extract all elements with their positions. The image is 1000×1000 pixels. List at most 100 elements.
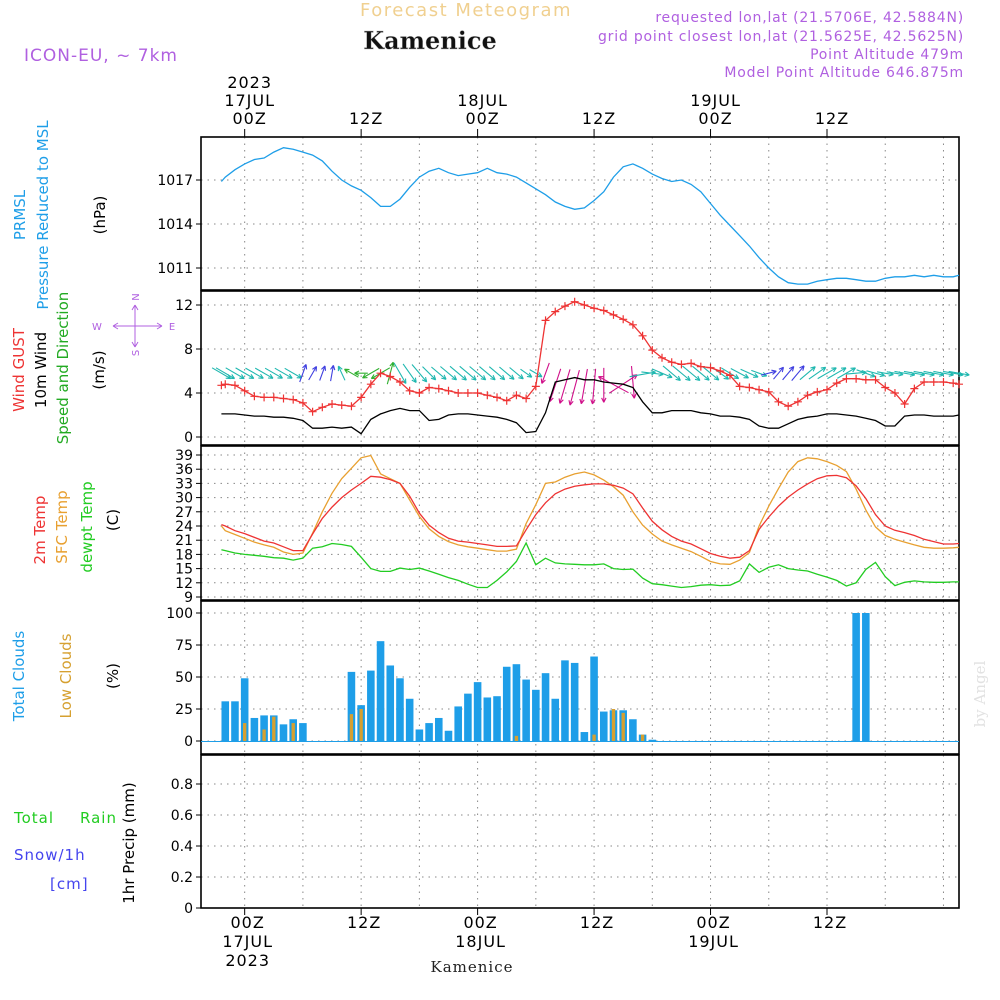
wind-arrow — [402, 363, 417, 383]
wind-gust-marker — [628, 320, 637, 329]
wind-gust-marker — [619, 315, 628, 324]
wind-gust-marker — [658, 353, 667, 362]
y-tick-label: 33 — [175, 476, 193, 492]
total-cloud-bar — [454, 706, 462, 741]
point-altitude: Point Altitude 479m — [810, 47, 964, 63]
wind-arrow — [799, 366, 816, 381]
y-tick-label: 8 — [184, 342, 193, 358]
y-tick-label: 0.4 — [171, 839, 193, 855]
wind-gust-marker — [900, 400, 909, 408]
snow-label: Snow/1h — [14, 846, 86, 864]
rain-label: Rain — [80, 809, 117, 827]
y-tick-label: 25 — [175, 702, 193, 718]
wind-gust-marker — [599, 306, 608, 315]
temp-dewpt-label: dewpt Temp — [78, 481, 96, 572]
wind-gust-marker — [415, 389, 424, 397]
wind-gust-marker — [463, 389, 472, 397]
low-clouds-label: Low Clouds — [57, 633, 75, 718]
total-cloud-bar — [648, 739, 657, 741]
total-cloud-bar — [502, 666, 511, 741]
wind-arrow — [354, 370, 368, 376]
wind-gust-marker — [920, 378, 929, 386]
requested-coords: requested lon,lat (21.5706E, 42.5884N) — [655, 10, 964, 26]
wind-arrow — [509, 367, 524, 380]
wind-gust-marker — [580, 301, 589, 309]
wind-arrow — [837, 367, 856, 379]
y-tick-label: 100 — [166, 606, 193, 622]
bottom-time-label: 17JUL — [222, 932, 273, 951]
temp-unit-label: (C) — [104, 509, 122, 531]
y-tick-label: 0 — [184, 734, 193, 750]
bottom-time-label: 12Z — [347, 913, 381, 932]
wind-arrow — [856, 369, 876, 378]
wind-gust-marker — [890, 389, 899, 397]
y-tick-label: 18 — [175, 547, 193, 563]
total-cloud-bar — [231, 701, 239, 741]
wind-gust-marker — [551, 307, 560, 316]
top-time-label: 00Z — [233, 109, 267, 128]
clouds-unit-label: (%) — [104, 663, 122, 689]
wind-arrow — [692, 365, 710, 381]
panel-frame — [200, 445, 960, 601]
wind-gust-marker — [823, 385, 832, 394]
wind-arrow — [449, 365, 467, 381]
wind-gust-marker — [328, 400, 337, 408]
wind-arrow — [827, 367, 847, 380]
top-time-label: 12Z — [582, 109, 616, 128]
y-tick-label: 1011 — [157, 261, 193, 277]
compass-rose: N S W E — [92, 293, 175, 356]
pressure-line — [220, 147, 960, 285]
wind-arrow — [362, 367, 380, 379]
low-cloud-bar — [243, 723, 247, 741]
total-cloud-bar — [512, 664, 521, 741]
wind-gust-marker — [852, 374, 861, 383]
wind-arrow — [540, 362, 550, 384]
panel-frame — [200, 754, 960, 909]
wind-gust-marker — [745, 383, 754, 392]
wind-arrow — [299, 364, 308, 383]
model-label: ICON-EU, ~ 7km — [24, 46, 178, 66]
compass-w: W — [92, 322, 102, 333]
wind-arrow — [254, 367, 274, 379]
wind-arrow — [337, 365, 346, 381]
wind-speed-dir-label: Speed and Direction — [54, 292, 72, 445]
wind-arrow — [319, 365, 327, 381]
grid-point-coords: grid point closest lon,lat (21.5625E, 42… — [598, 29, 964, 45]
wind-arrow — [235, 367, 255, 379]
wind-arrow — [791, 365, 805, 381]
total-cloud-bar — [299, 723, 307, 741]
wind-gust-marker — [318, 403, 327, 412]
temp-2m-line — [221, 474, 960, 559]
wind-labels: Wind GUST 10m Wind Speed and Direction (… — [10, 292, 175, 445]
wind-arrow — [330, 364, 336, 382]
total-cloud-bar — [464, 693, 472, 741]
y-tick-label: 15 — [175, 562, 193, 578]
total-cloud-bar — [386, 665, 395, 741]
panel-2: 0 4 8 12 — [175, 290, 960, 446]
bottom-time-label: 00Z — [696, 913, 730, 932]
wind-arrow — [479, 366, 496, 381]
wind-arrow — [651, 368, 673, 379]
low-cloud-bar — [621, 712, 625, 741]
wind-gust-marker — [590, 304, 599, 313]
wind-gust-marker — [871, 375, 880, 384]
wind-arrow — [730, 368, 749, 379]
prmsl-label: PRMSL — [11, 189, 29, 240]
wind-gust-marker — [230, 381, 239, 390]
wind-gust-markers — [217, 297, 963, 416]
wind-arrow — [215, 367, 236, 380]
low-cloud-bar — [272, 716, 276, 741]
wind-gust-marker — [842, 374, 851, 383]
wind-gust-marker — [308, 407, 317, 416]
wind-arrow — [308, 365, 318, 381]
panel-5: 0 0.2 0.4 0.6 0.8 — [171, 754, 960, 917]
wind-arrow — [782, 365, 795, 381]
wind-arrow — [662, 365, 681, 382]
total-cloud-bar — [396, 678, 404, 741]
total-cloud-bar — [250, 717, 259, 741]
y-tick-label: 0.8 — [171, 777, 193, 793]
wind-arrow — [817, 367, 837, 380]
panel-frame — [200, 290, 960, 446]
top-time-label: 19JUL — [690, 91, 741, 110]
wind-gust-marker — [541, 316, 550, 325]
